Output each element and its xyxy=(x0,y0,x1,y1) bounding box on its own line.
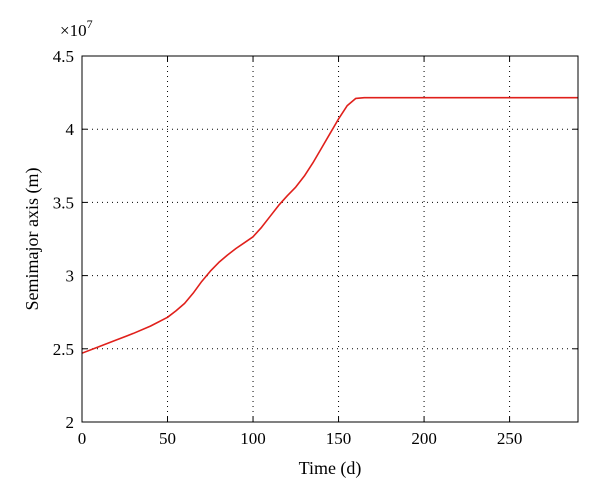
x-tick-label: 150 xyxy=(326,429,352,448)
y-tick-label: 3.5 xyxy=(53,193,74,212)
x-tick-label: 200 xyxy=(411,429,437,448)
x-tick-label: 250 xyxy=(497,429,523,448)
y-tick-label: 4.5 xyxy=(53,47,74,66)
ticks xyxy=(81,55,578,423)
grid xyxy=(82,56,578,422)
series-line xyxy=(81,96,578,354)
plot-frame xyxy=(81,55,579,423)
y-tick-label: 2 xyxy=(66,413,75,432)
x-tick-labels: 0 50 100 150 200 250 xyxy=(78,429,523,448)
y-axis-multiplier: ×107 xyxy=(60,17,93,40)
x-tick-label: 0 xyxy=(78,429,87,448)
x-tick-label: 100 xyxy=(240,429,266,448)
x-axis-label: Time (d) xyxy=(299,458,362,479)
y-tick-label: 3 xyxy=(66,267,75,286)
y-tick-label: 2.5 xyxy=(53,340,74,359)
x-tick-label: 50 xyxy=(159,429,176,448)
y-axis-label: Semimajor axis (m) xyxy=(22,168,43,311)
y-tick-labels: 2 2.5 3 3.5 4 4.5 xyxy=(53,47,75,432)
series-layer xyxy=(81,96,578,354)
y-tick-label: 4 xyxy=(66,120,75,139)
